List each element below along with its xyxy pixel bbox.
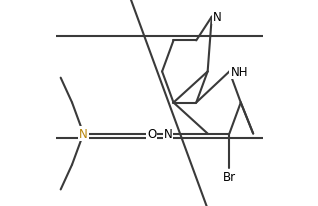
Text: O: O — [147, 128, 156, 140]
Text: N: N — [213, 11, 222, 24]
Text: N: N — [79, 128, 88, 140]
Text: NH: NH — [231, 66, 248, 78]
Text: Br: Br — [223, 170, 236, 183]
Text: N: N — [164, 128, 172, 140]
